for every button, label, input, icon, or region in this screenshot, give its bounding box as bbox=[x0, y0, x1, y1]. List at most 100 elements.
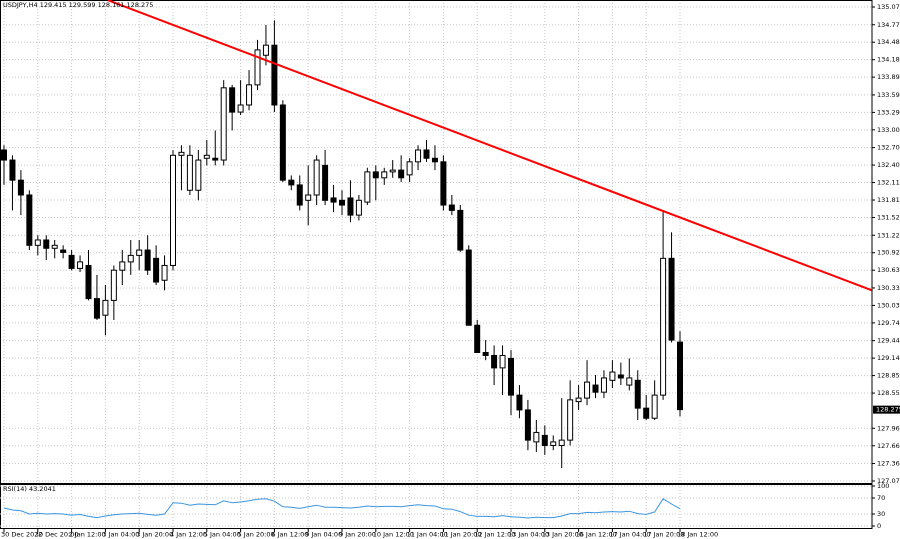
candle-body bbox=[288, 179, 295, 186]
candle-body bbox=[51, 244, 58, 249]
candle-body bbox=[279, 104, 286, 181]
y-tick-label: 133.590 bbox=[877, 91, 900, 99]
y-tick-label: 130.925 bbox=[877, 249, 900, 257]
y-tick-label: 132.405 bbox=[877, 161, 900, 169]
y-tick-label: 130.630 bbox=[877, 266, 900, 274]
x-tick-label: 11 Jan 20:00 bbox=[440, 531, 481, 539]
candle-body bbox=[43, 239, 50, 249]
candle-body bbox=[17, 179, 24, 196]
y-tick-label: 132.700 bbox=[877, 144, 900, 152]
candle-body bbox=[322, 164, 329, 201]
candle-body bbox=[153, 257, 160, 283]
candle-body bbox=[330, 197, 337, 203]
candle-body bbox=[296, 184, 303, 206]
candle-body bbox=[423, 149, 430, 159]
candle-body bbox=[634, 379, 641, 409]
y-tick-label: 128.850 bbox=[877, 372, 900, 380]
candle-body bbox=[212, 157, 219, 161]
candle-body bbox=[533, 431, 540, 443]
y-tick-label: 134.480 bbox=[877, 38, 900, 46]
x-tick-label: 18 Jan 12:00 bbox=[677, 531, 718, 539]
candle-body bbox=[381, 171, 388, 179]
y-tick-label: 135.075 bbox=[877, 3, 900, 11]
y-tick-label: 130.035 bbox=[877, 301, 900, 309]
y-tick-label: 133.890 bbox=[877, 73, 900, 81]
candle-body bbox=[220, 87, 227, 161]
rsi-y-tick-label: 30 bbox=[877, 510, 885, 518]
x-tick-label: 30 Dec 20:00 bbox=[35, 531, 79, 539]
x-tick-label: 13 Jan 20:00 bbox=[542, 531, 583, 539]
x-tick-label: 16 Jan 12:00 bbox=[576, 531, 617, 539]
rsi-y-tick-label: 70 bbox=[877, 494, 885, 502]
candle-body bbox=[305, 194, 312, 201]
x-tick-label: 17 Jan 20:00 bbox=[643, 531, 684, 539]
candle-body bbox=[119, 261, 126, 271]
candle-body bbox=[651, 394, 658, 419]
candle-body bbox=[127, 254, 134, 263]
x-tick-label: 10 Jan 12:00 bbox=[373, 531, 414, 539]
x-tick-label: 11 Jan 04:00 bbox=[407, 531, 448, 539]
candle-body bbox=[474, 324, 481, 353]
candle-body bbox=[660, 257, 667, 396]
candle-body bbox=[313, 159, 320, 196]
x-tick-label: 3 Jan 20:00 bbox=[136, 531, 173, 539]
candle-body bbox=[9, 159, 16, 181]
x-tick-label: 17 Jan 04:00 bbox=[609, 531, 650, 539]
x-tick-label: 9 Jan 04:00 bbox=[305, 531, 342, 539]
candle-body bbox=[246, 84, 253, 106]
last-price-label: 128.275 bbox=[876, 406, 900, 414]
candle-body bbox=[541, 434, 548, 446]
candle-body bbox=[254, 49, 261, 86]
y-tick-label: 128.555 bbox=[877, 389, 900, 397]
candle-body bbox=[271, 44, 278, 106]
x-tick-label: 3 Jan 04:00 bbox=[102, 531, 139, 539]
candle-body bbox=[448, 204, 455, 211]
candle-body bbox=[668, 257, 675, 341]
x-tick-label: 5 Jan 04:00 bbox=[204, 531, 241, 539]
y-tick-label: 127.070 bbox=[877, 477, 900, 485]
y-tick-label: 134.185 bbox=[877, 56, 900, 64]
y-tick-label: 127.960 bbox=[877, 424, 900, 432]
y-tick-label: 134.775 bbox=[877, 21, 900, 29]
candle-body bbox=[170, 154, 176, 266]
y-tick-label: 131.520 bbox=[877, 213, 900, 221]
candle-body bbox=[575, 397, 582, 403]
candle-body bbox=[60, 249, 67, 253]
candle-body bbox=[195, 159, 202, 191]
y-tick-label: 133.000 bbox=[877, 126, 900, 134]
candle-body bbox=[457, 209, 464, 251]
y-tick-label: 131.220 bbox=[877, 231, 900, 239]
candle-body bbox=[465, 249, 472, 326]
main-panel-border bbox=[0, 0, 873, 484]
candle-body bbox=[229, 87, 236, 113]
candle-body bbox=[347, 197, 354, 216]
candle-body bbox=[516, 394, 523, 411]
candle-body bbox=[372, 171, 379, 179]
candle-body bbox=[440, 161, 447, 206]
candle-body bbox=[93, 298, 100, 319]
candle-body bbox=[482, 351, 489, 356]
rsi-y-tick-label: 0 bbox=[877, 522, 881, 530]
candle-body bbox=[643, 407, 650, 419]
candle-body bbox=[237, 104, 244, 113]
trendline bbox=[107, 0, 873, 292]
candle-body bbox=[609, 371, 616, 381]
candle-body bbox=[550, 441, 557, 446]
y-tick-label: 129.145 bbox=[877, 354, 900, 362]
candle-body bbox=[178, 151, 185, 156]
y-tick-label: 127.365 bbox=[877, 460, 900, 468]
y-tick-label: 133.295 bbox=[877, 108, 900, 116]
x-tick-label: 2 Jan 12:00 bbox=[69, 531, 106, 539]
candle-body bbox=[355, 199, 362, 216]
candle-body bbox=[415, 149, 422, 163]
y-tick-label: 129.440 bbox=[877, 337, 900, 345]
candle-body bbox=[144, 249, 151, 271]
candle-body bbox=[499, 354, 506, 369]
candle-body bbox=[524, 409, 531, 441]
candle-body bbox=[203, 154, 210, 159]
candle-body bbox=[34, 239, 41, 246]
candle-body bbox=[626, 377, 633, 386]
candle-body bbox=[508, 357, 514, 396]
candle-body bbox=[136, 249, 143, 256]
